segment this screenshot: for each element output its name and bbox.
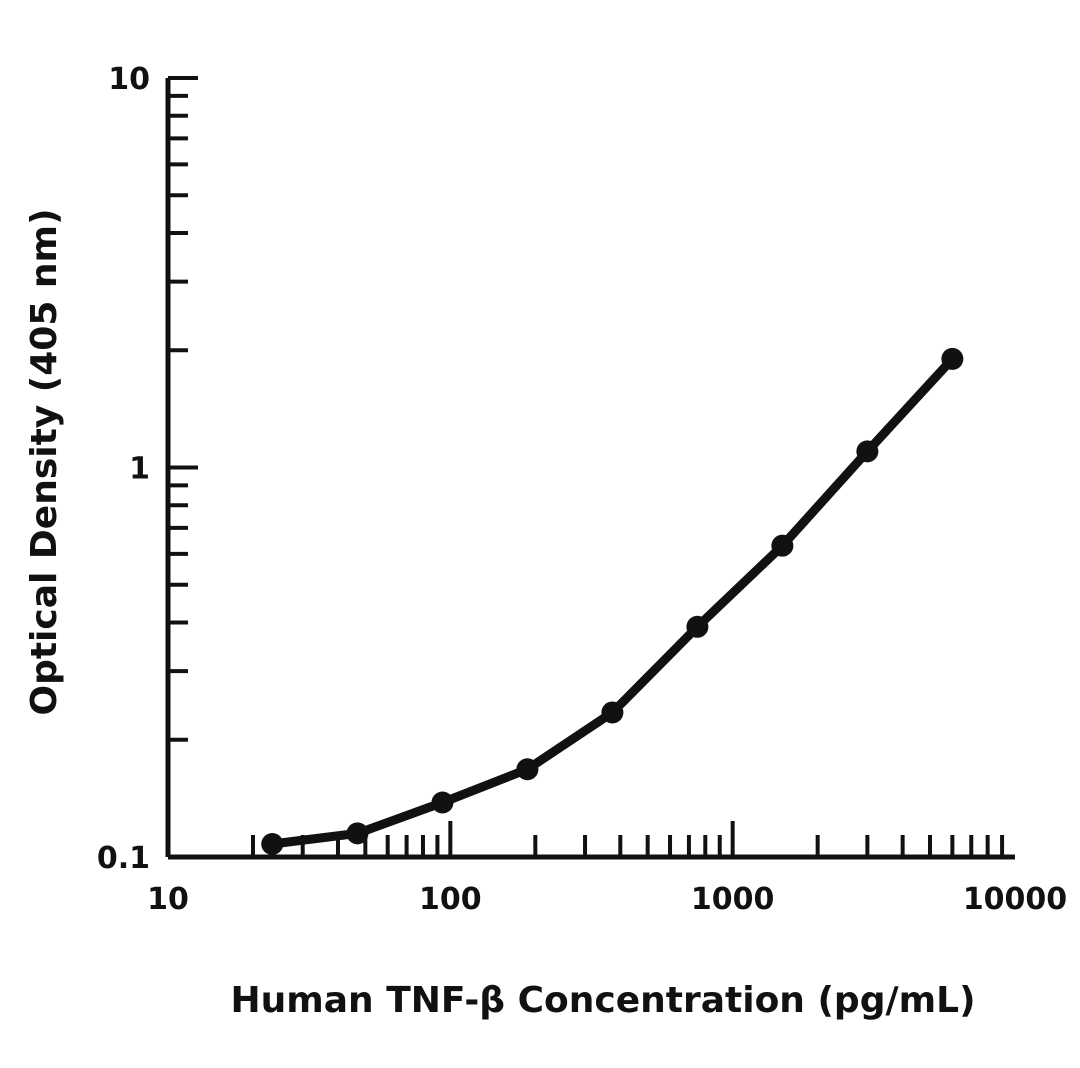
data-point: [346, 822, 369, 845]
y-axis-label: Optical Density (405 nm): [24, 208, 65, 715]
x-tick-label: 1000: [691, 882, 775, 917]
y-tick-label: 0.1: [97, 841, 150, 876]
x-tick-label: 10: [147, 882, 189, 917]
data-point: [516, 758, 539, 781]
data-point: [686, 615, 709, 638]
x-tick-label: 10000: [963, 882, 1067, 917]
x-axis-label: Human TNF-β Concentration (pg/mL): [230, 980, 975, 1021]
y-tick-label: 10: [108, 62, 150, 97]
data-point: [856, 440, 879, 463]
x-tick-label: 100: [419, 882, 482, 917]
axes: [165, 78, 1015, 860]
data-point: [941, 347, 964, 370]
data-point: [771, 534, 794, 557]
series: [261, 347, 964, 855]
tick-labels: 10 100 1000 10000 0.1 1 10: [97, 62, 1067, 917]
series-line: [267, 354, 957, 849]
ticks: [168, 76, 1005, 857]
y-tick-label: 1: [129, 452, 150, 487]
data-point: [261, 832, 284, 855]
data-point: [431, 791, 454, 814]
data-point: [601, 701, 624, 724]
